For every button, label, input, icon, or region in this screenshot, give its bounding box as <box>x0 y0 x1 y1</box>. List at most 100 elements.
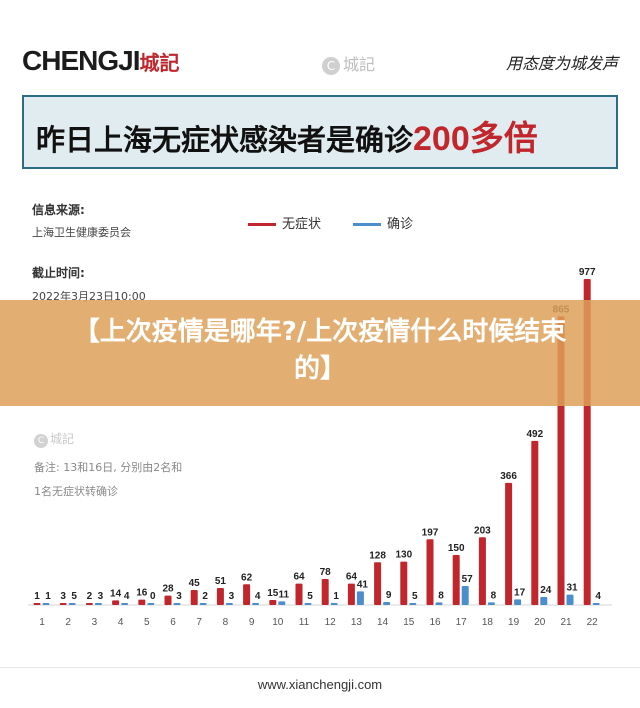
bar-confirmed-9 <box>252 603 260 605</box>
x-tick-label-15: 15 <box>403 617 415 628</box>
legend-swatch-confirmed <box>353 223 381 226</box>
bar-confirmed-12 <box>330 603 338 605</box>
bar-asymptomatic-14 <box>374 562 382 605</box>
legend-label-confirmed: 确诊 <box>387 217 414 232</box>
data-label-confirmed-4: 4 <box>124 591 130 602</box>
data-label-confirmed-5: 0 <box>150 591 156 602</box>
bar-confirmed-22 <box>592 603 600 605</box>
data-label-asymptomatic-10: 15 <box>267 588 279 599</box>
x-tick-label-14: 14 <box>377 617 389 628</box>
data-label-confirmed-8: 3 <box>229 591 235 602</box>
x-tick-label-13: 13 <box>351 617 363 628</box>
x-tick-label-1: 1 <box>39 617 45 628</box>
x-tick-label-18: 18 <box>482 617 494 628</box>
data-label-confirmed-22: 4 <box>595 591 601 602</box>
source-value: 上海卫生健康委员会 <box>32 226 131 239</box>
bar-confirmed-8 <box>225 603 233 605</box>
data-label-confirmed-12: 1 <box>333 591 339 602</box>
bar-asymptomatic-16 <box>426 539 434 605</box>
data-label-asymptomatic-18: 203 <box>474 525 491 536</box>
bar-confirmed-2 <box>68 603 76 605</box>
data-label-confirmed-9: 4 <box>255 591 261 602</box>
bar-asymptomatic-1 <box>33 603 41 605</box>
data-label-confirmed-3: 3 <box>98 591 104 602</box>
bar-confirmed-21 <box>566 594 574 605</box>
watermark-logo: C 城記 <box>34 430 74 448</box>
overlay-title: 【上次疫情是哪年?/上次疫情什么时候结束的】 <box>73 317 567 384</box>
title-highlight: 200多倍 <box>413 120 538 158</box>
bar-asymptomatic-17 <box>452 554 460 605</box>
data-label-asymptomatic-14: 128 <box>369 550 386 561</box>
data-label-confirmed-2: 5 <box>71 591 77 602</box>
x-tick-label-16: 16 <box>429 617 441 628</box>
data-label-confirmed-14: 9 <box>386 590 392 601</box>
bar-confirmed-7 <box>199 603 207 605</box>
footer-divider <box>0 667 640 668</box>
page-title: 昨日上海无症状感染者是确诊200多倍 <box>36 111 538 160</box>
x-tick-label-7: 7 <box>196 617 202 628</box>
bar-confirmed-14 <box>383 601 391 605</box>
x-tick-label-20: 20 <box>534 617 546 628</box>
data-label-asymptomatic-11: 64 <box>293 572 305 583</box>
data-label-confirmed-21: 31 <box>566 583 578 594</box>
data-label-confirmed-20: 24 <box>540 585 552 596</box>
slogan: 用态度为城发声 <box>505 54 618 73</box>
header: CHENGJI城記 C 城記 用态度为城发声 <box>0 0 640 90</box>
x-tick-label-21: 21 <box>560 617 572 628</box>
data-label-asymptomatic-3: 2 <box>87 591 93 602</box>
x-tick-label-5: 5 <box>144 617 150 628</box>
data-label-asymptomatic-7: 45 <box>189 578 201 589</box>
data-label-confirmed-10: 11 <box>279 589 290 600</box>
watermark-mark-icon: C <box>34 434 48 448</box>
data-label-asymptomatic-12: 78 <box>320 567 332 578</box>
data-label-confirmed-11: 5 <box>307 591 313 602</box>
bar-confirmed-18 <box>487 602 495 605</box>
logo-mark-icon: C <box>322 57 340 75</box>
x-tick-label-4: 4 <box>118 617 124 628</box>
overlay-banner: 【上次疫情是哪年?/上次疫情什么时候结束的】 <box>0 300 640 406</box>
center-logo-text: 城記 <box>343 55 376 74</box>
data-label-asymptomatic-1: 1 <box>34 591 40 602</box>
data-label-asymptomatic-2: 3 <box>60 591 66 602</box>
data-label-asymptomatic-16: 197 <box>422 527 439 538</box>
data-label-asymptomatic-5: 16 <box>136 588 148 599</box>
bar-asymptomatic-8 <box>216 587 224 605</box>
x-tick-label-11: 11 <box>299 617 310 628</box>
bar-confirmed-15 <box>409 603 417 605</box>
data-label-asymptomatic-17: 150 <box>448 543 465 554</box>
footer-url: www.xianchengji.com <box>257 677 383 692</box>
bar-confirmed-11 <box>304 603 312 605</box>
data-label-confirmed-13: 41 <box>357 579 369 590</box>
title-text: 昨日上海无症状感染者是确诊 <box>36 123 414 157</box>
bar-asymptomatic-2 <box>59 603 67 605</box>
deadline-value: 2022年3月23日10:00 <box>32 290 146 303</box>
legend-label-asymptomatic: 无症状 <box>282 217 322 232</box>
bar-confirmed-17 <box>461 585 469 605</box>
deadline-label: 截止时间: <box>32 266 85 280</box>
bar-asymptomatic-15 <box>400 561 408 605</box>
source-label: 信息来源: <box>32 203 85 217</box>
legend-confirmed: 确诊 <box>353 213 413 232</box>
data-label-confirmed-18: 8 <box>491 590 497 601</box>
x-tick-label-3: 3 <box>92 617 98 628</box>
bar-asymptomatic-12 <box>321 578 329 605</box>
title-box: 昨日上海无症状感染者是确诊200多倍 <box>22 95 618 169</box>
data-label-asymptomatic-6: 28 <box>162 584 174 595</box>
bar-asymptomatic-13 <box>347 583 355 605</box>
data-label-confirmed-7: 2 <box>202 591 208 602</box>
data-label-confirmed-15: 5 <box>412 591 418 602</box>
data-label-confirmed-1: 1 <box>45 591 51 602</box>
bar-confirmed-10 <box>278 601 286 605</box>
x-tick-label-9: 9 <box>249 617 255 628</box>
bar-asymptomatic-7 <box>190 589 198 605</box>
x-tick-label-10: 10 <box>272 617 284 628</box>
x-tick-label-2: 2 <box>65 617 71 628</box>
data-label-asymptomatic-20: 492 <box>526 429 543 440</box>
bar-asymptomatic-10 <box>269 599 277 605</box>
bar-confirmed-5 <box>147 603 155 605</box>
bar-asymptomatic-20 <box>531 440 539 605</box>
x-tick-label-19: 19 <box>508 617 520 628</box>
data-label-asymptomatic-13: 64 <box>346 572 358 583</box>
bar-asymptomatic-3 <box>85 603 93 605</box>
data-label-asymptomatic-9: 62 <box>241 572 253 583</box>
